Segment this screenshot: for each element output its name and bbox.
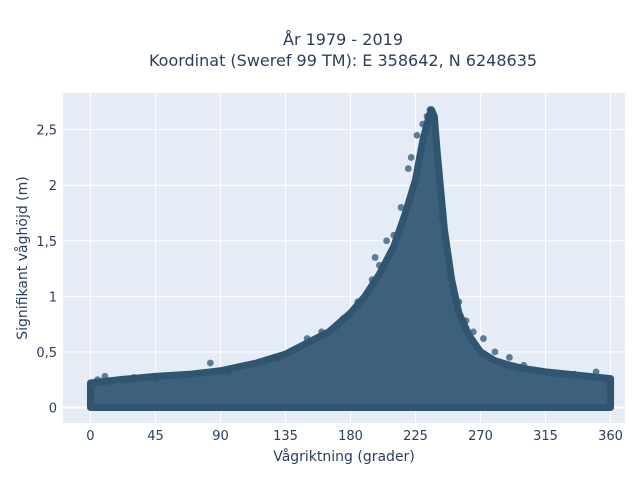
data-point — [506, 354, 513, 361]
y-axis-label: Signifikant våghöjd (m) — [14, 176, 31, 339]
data-point — [438, 215, 445, 222]
data-point — [274, 355, 282, 362]
data-point — [433, 159, 441, 167]
data-point — [224, 368, 232, 376]
data-point — [339, 315, 347, 322]
y-tick-label: 2,5 — [36, 124, 57, 139]
x-tick-label: 225 — [403, 429, 428, 444]
data-point — [94, 376, 102, 384]
data-point — [368, 276, 376, 284]
data-point — [354, 298, 362, 306]
y-tick-label: 1 — [49, 290, 57, 305]
data-point — [419, 120, 427, 128]
data-point — [101, 372, 109, 380]
data-point — [520, 361, 528, 369]
data-point — [383, 237, 391, 245]
data-point — [397, 204, 405, 211]
x-tick-label: 180 — [338, 429, 363, 444]
x-tick-label: 360 — [598, 429, 623, 444]
data-point — [462, 317, 470, 325]
x-tick-label: 315 — [533, 429, 558, 444]
chart-title-line1: År 1979 - 2019 — [283, 30, 403, 49]
x-tick-label: 270 — [468, 429, 493, 444]
y-tick-label: 2 — [49, 179, 57, 194]
x-tick-label: 0 — [86, 429, 94, 444]
y-tick-label: 0,5 — [36, 346, 57, 361]
data-point — [206, 359, 214, 367]
data-point — [152, 375, 159, 382]
data-point — [469, 328, 477, 336]
x-axis-label: Vågriktning (grader) — [273, 448, 415, 465]
data-layer — [86, 106, 615, 411]
data-point — [429, 109, 437, 117]
data-point — [455, 298, 463, 306]
y-tick-label: 1,5 — [36, 235, 57, 250]
data-point — [407, 154, 415, 161]
data-point — [423, 112, 431, 120]
data-point — [480, 335, 487, 342]
data-point — [371, 254, 379, 261]
data-point — [491, 348, 499, 356]
chart-title-line2: Koordinat (Sweref 99 TM): E 358642, N 62… — [149, 51, 537, 70]
data-point — [445, 259, 453, 267]
data-point — [604, 379, 612, 387]
data-point — [87, 390, 94, 398]
x-tick-label: 90 — [212, 429, 229, 444]
data-point — [413, 131, 421, 139]
data-point — [592, 368, 600, 376]
data-point — [375, 261, 383, 269]
y-tick-label: 0 — [49, 401, 57, 416]
data-point — [571, 370, 578, 378]
data-point — [390, 231, 398, 239]
data-point — [404, 165, 412, 172]
data-point — [318, 328, 326, 336]
x-tick-label: 45 — [147, 429, 164, 444]
data-point — [303, 335, 311, 342]
x-tick-label: 135 — [273, 429, 298, 444]
tick-layer: 0 45 90 135 180 225 270 315 360 0 0,5 1 1,5 2 2,5 — [36, 124, 623, 444]
data-point — [549, 370, 557, 378]
data-point — [130, 374, 138, 381]
